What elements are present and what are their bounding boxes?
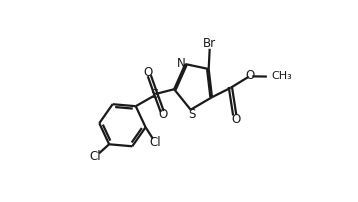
Text: O: O: [231, 113, 240, 126]
Text: S: S: [188, 108, 195, 121]
Text: O: O: [246, 69, 255, 82]
Text: CH₃: CH₃: [271, 71, 292, 81]
Text: Br: Br: [203, 37, 216, 50]
Text: Cl: Cl: [90, 150, 101, 163]
Text: N: N: [176, 57, 185, 69]
Text: Cl: Cl: [149, 136, 161, 148]
Text: S: S: [151, 88, 159, 101]
Text: O: O: [159, 108, 168, 121]
Text: O: O: [144, 66, 153, 79]
